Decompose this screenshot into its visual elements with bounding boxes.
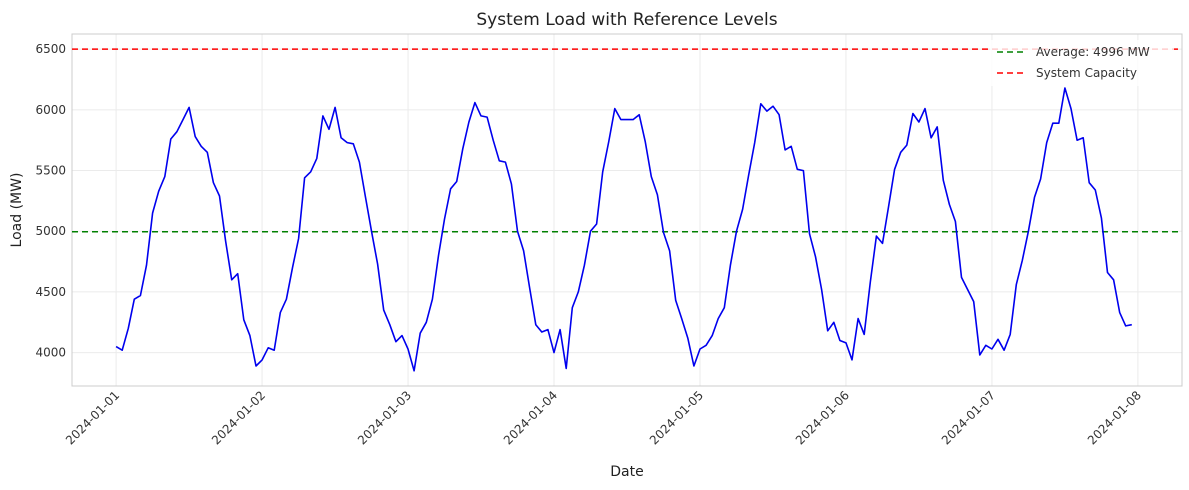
- chart-title: System Load with Reference Levels: [476, 10, 777, 30]
- y-tick-label: 6500: [35, 42, 66, 56]
- plot-frame: [71, 33, 1183, 387]
- y-tick-labels: 4000 4500 5000 5500 6000 6500: [35, 42, 66, 359]
- y-tick-label: 5000: [35, 224, 66, 238]
- legend: Average: 4996 MW System Capacity: [990, 40, 1174, 86]
- series-layer: [115, 87, 1132, 372]
- legend-capacity-label: System Capacity: [1036, 66, 1137, 80]
- y-tick-label: 4500: [35, 285, 66, 299]
- y-tick-label: 4000: [35, 346, 66, 360]
- y-tick-label: 5500: [35, 164, 66, 178]
- y-tick-label: 6000: [35, 103, 66, 117]
- series-line: [115, 87, 1132, 372]
- legend-average-label: Average: 4996 MW: [1036, 45, 1150, 59]
- legend-box: [990, 40, 1174, 86]
- x-gridlines: [115, 34, 1139, 386]
- x-axis-label: Date: [610, 464, 643, 480]
- y-axis-label: Load (MW): [9, 173, 25, 248]
